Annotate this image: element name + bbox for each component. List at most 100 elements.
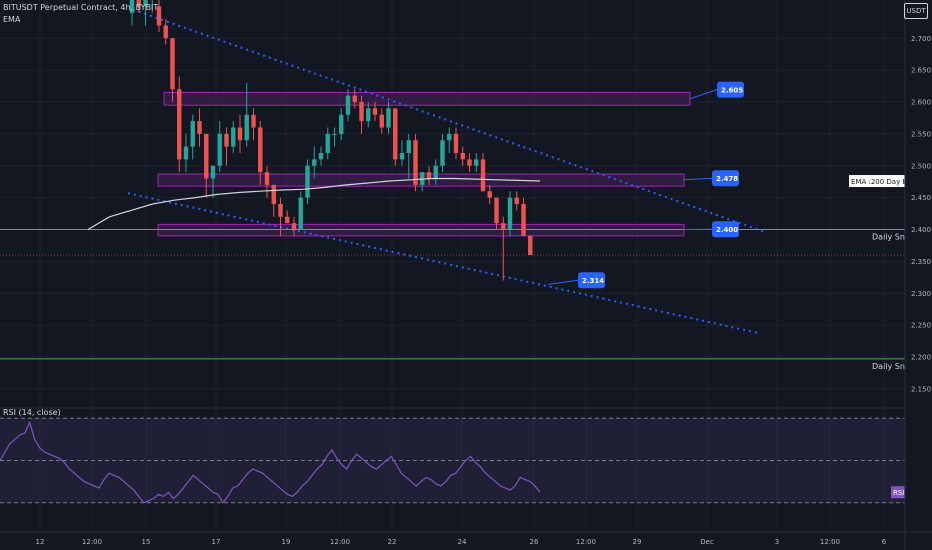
- time-tick-label: Dec: [700, 538, 714, 546]
- candle-body: [325, 133, 330, 153]
- price-tick-label: 2.550: [911, 130, 931, 138]
- time-tick-label: 3: [775, 538, 779, 546]
- candle-body: [345, 95, 351, 115]
- annotation-box: [717, 81, 744, 98]
- candle-body: [264, 172, 270, 185]
- candle-body: [278, 204, 283, 217]
- price-tick-label: 2.150: [911, 385, 931, 393]
- candle-body: [501, 223, 506, 230]
- candle-body: [494, 197, 499, 224]
- candle-body: [386, 108, 391, 128]
- ema-line: EMA :200 Day EMA: [87, 175, 918, 231]
- time-tick-label: 19: [282, 538, 291, 546]
- price-axis: 2.700 2.650 2.600 2.550 2.500 2.450 2.400 2.350…: [904, 0, 932, 550]
- candles: [129, 0, 533, 281]
- candle-body: [312, 159, 317, 166]
- candle-body: [156, 6, 162, 26]
- candle-body: [170, 38, 175, 90]
- time-tick-label: 12:00: [330, 538, 350, 546]
- candle-body: [251, 114, 256, 128]
- candle-body: [433, 165, 438, 179]
- snr-lines: Daily SnR2.400Daily SnR2.1972.36012:46: [0, 223, 932, 371]
- candle-body: [420, 172, 425, 185]
- candle-body: [352, 95, 357, 102]
- candle-body: [217, 133, 222, 166]
- price-annotations: 2.605 2.478 2.400 2.314: [547, 81, 744, 289]
- time-tick-label: 22: [388, 538, 397, 546]
- candle-body: [285, 216, 290, 224]
- candle-body: [231, 127, 236, 147]
- candle-body: [379, 114, 384, 128]
- candle-body: [359, 102, 364, 122]
- annotation-arrow: [547, 279, 579, 285]
- time-tick-label: 17: [212, 538, 221, 546]
- price-tick-label: 2.700: [911, 35, 931, 43]
- candle-body: [440, 140, 445, 166]
- candle-body: [487, 191, 492, 198]
- candle-body: [467, 159, 472, 166]
- candle-body: [305, 165, 310, 198]
- rsi-label[interactable]: RSI (14, close): [3, 408, 61, 417]
- annotation-value: 2.478: [716, 175, 738, 183]
- price-tick-label: 2.450: [911, 194, 931, 202]
- time-tick-label: 24: [458, 538, 467, 546]
- price-tick-label: 2.500: [911, 162, 931, 170]
- candle-body: [163, 25, 168, 39]
- annotation-value: 2.314: [582, 277, 604, 285]
- candle-body: [224, 133, 229, 147]
- ema-label: EMA :200 Day EMA: [851, 178, 918, 186]
- rsi-line: [0, 420, 541, 504]
- supply-demand-zone: [163, 91, 691, 106]
- grid: [0, 0, 905, 532]
- time-tick-label: 12: [36, 538, 45, 546]
- candle-body: [298, 197, 303, 230]
- annotation-box: [712, 170, 739, 187]
- annotation-value: 2.605: [721, 87, 743, 95]
- candle-body: [237, 127, 243, 141]
- candle-body: [521, 204, 526, 236]
- snr-label: Daily SnR: [872, 362, 911, 371]
- upper-trendline: [132, 8, 768, 234]
- time-tick-label: 12:00: [82, 538, 102, 546]
- candle-body: [197, 121, 202, 134]
- time-tick-label: 15: [142, 538, 151, 546]
- lower-trendline: [127, 192, 761, 335]
- annotation-box: [578, 272, 605, 289]
- candle-body: [480, 159, 486, 192]
- candle-body: [514, 197, 519, 204]
- candle-body: [190, 121, 195, 147]
- annotation-value: 2.400: [716, 226, 738, 234]
- candle-body: [210, 165, 216, 179]
- price-tick-label: 2.250: [911, 322, 931, 330]
- price-tick-label: 2.650: [911, 67, 931, 75]
- ema-200-line: [87, 177, 541, 231]
- candle-body: [136, 0, 141, 7]
- price-tick-label: 2.600: [911, 99, 931, 107]
- candle-body: [406, 140, 411, 153]
- annotation-arrow: [689, 89, 718, 100]
- candle-body: [339, 114, 344, 134]
- candle-body: [453, 133, 459, 153]
- candle-body: [528, 235, 533, 255]
- supply-demand-zone: [157, 223, 685, 237]
- price-tick-label: 2.350: [911, 258, 931, 266]
- candle-body: [474, 159, 479, 166]
- candle-body: [143, 0, 148, 7]
- price-tick-label: 2.200: [911, 354, 931, 362]
- annotation-arrow: [683, 177, 713, 181]
- candle-body: [399, 153, 405, 160]
- rsi-tag-bg: [891, 486, 905, 499]
- candle-body: [183, 146, 189, 160]
- candle-body: [291, 223, 297, 230]
- ema-label-bg: [849, 175, 905, 188]
- candle-body: [447, 133, 452, 141]
- price-axis-bg: [905, 0, 932, 550]
- indicator-label[interactable]: EMA: [3, 15, 21, 24]
- currency-badge[interactable]: USDT: [904, 3, 928, 19]
- snr-label: Daily SnR: [872, 233, 911, 242]
- candle-body: [177, 89, 182, 160]
- candle-body: [204, 133, 209, 179]
- candle-body: [426, 172, 432, 179]
- time-axis: 12 12:00 15 17 19 12:00 22 24 26 12:00 29 Dec 3 12:00…: [0, 531, 932, 546]
